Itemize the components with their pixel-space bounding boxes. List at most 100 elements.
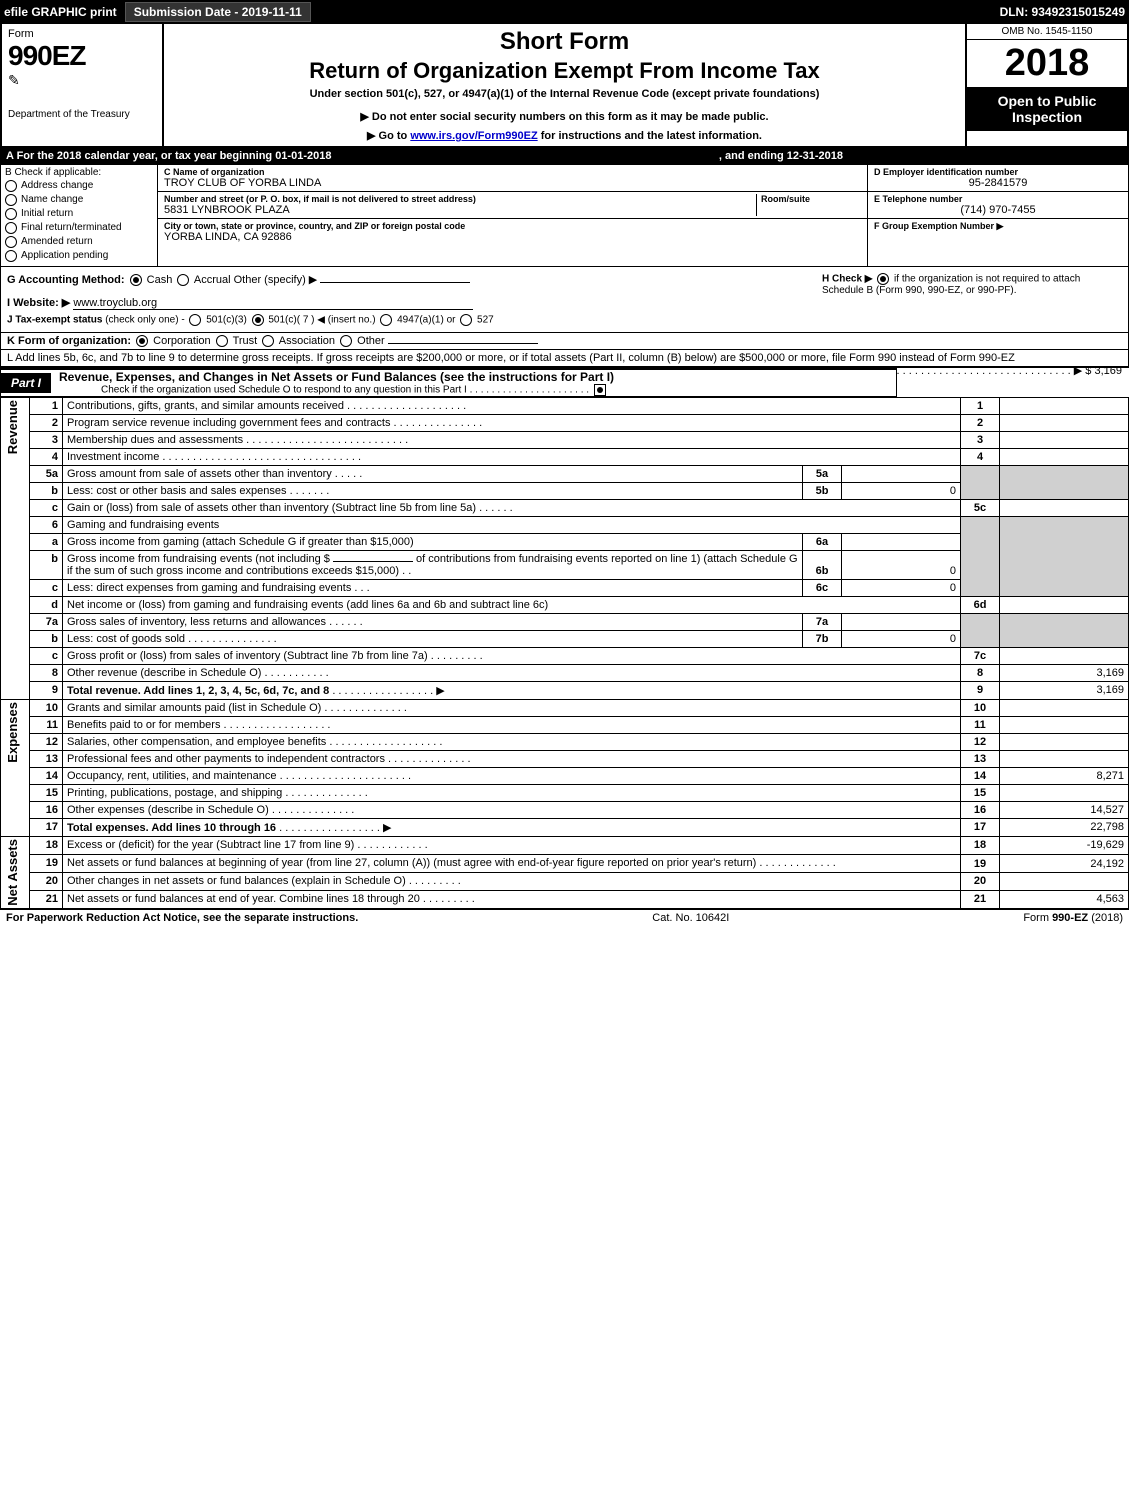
c-city-label: City or town, state or province, country…: [164, 221, 861, 231]
submission-date: Submission Date - 2019-11-11: [125, 2, 311, 22]
line-8-num: 8: [30, 665, 63, 682]
line-18-val: -19,629: [1000, 837, 1129, 855]
netassets-side-label: Net Assets: [5, 839, 20, 906]
footer-cat: Cat. No. 10642I: [358, 912, 1023, 924]
line-7a-bval: [842, 614, 961, 631]
line-8-desc: Other revenue (describe in Schedule O): [67, 667, 261, 679]
line-7a-desc: Gross sales of inventory, less returns a…: [67, 616, 326, 628]
line-10-val: [1000, 700, 1129, 717]
form-word: Form: [8, 28, 156, 40]
chk-application-pending[interactable]: Application pending: [5, 250, 153, 262]
section-l: L Add lines 5b, 6c, and 7b to line 9 to …: [0, 350, 1129, 368]
radio-corp[interactable]: [136, 335, 148, 347]
title-main: Return of Organization Exempt From Incom…: [170, 58, 959, 84]
line-7c-desc: Gross profit or (loss) from sales of inv…: [67, 650, 428, 662]
i-label: I Website: ▶: [7, 297, 70, 309]
line-4-num: 4: [30, 449, 63, 466]
line-20-col: 20: [961, 873, 1000, 891]
dln-label: DLN: 93492315015249: [1000, 5, 1125, 19]
header-center: Short Form Return of Organization Exempt…: [164, 24, 965, 146]
gh-block: G Accounting Method: Cash Accrual Other …: [0, 267, 1129, 333]
line-5c-num: c: [30, 500, 63, 517]
radio-4947[interactable]: [380, 314, 392, 326]
org-city: YORBA LINDA, CA 92886: [164, 231, 861, 243]
chk-final-return[interactable]: Final return/terminated: [5, 222, 153, 234]
line-6b-num: b: [30, 551, 63, 580]
line-21-desc: Net assets or fund balances at end of ye…: [67, 893, 420, 905]
line-4-col: 4: [961, 449, 1000, 466]
line-18-desc: Excess or (deficit) for the year (Subtra…: [67, 839, 354, 851]
line-9-num: 9: [30, 682, 63, 700]
line-7c-val: [1000, 648, 1129, 665]
open-public-label: Open to Public Inspection: [967, 87, 1127, 131]
line-14-num: 14: [30, 768, 63, 785]
chk-initial-return[interactable]: Initial return: [5, 208, 153, 220]
line-21-col: 21: [961, 890, 1000, 908]
line-17-desc: Total expenses. Add lines 10 through 16: [67, 822, 276, 834]
line-1-desc: Contributions, gifts, grants, and simila…: [67, 400, 344, 412]
line-13-num: 13: [30, 751, 63, 768]
line-14-val: 8,271: [1000, 768, 1129, 785]
line-19-num: 19: [30, 855, 63, 873]
line-21-val: 4,563: [1000, 890, 1129, 908]
chk-address-change[interactable]: Address change: [5, 180, 153, 192]
form-number: 990EZ: [8, 40, 156, 72]
line-6a-box: 6a: [803, 534, 842, 551]
section-k: K Form of organization: Corporation Trus…: [0, 333, 1129, 350]
line-16-num: 16: [30, 802, 63, 819]
radio-527[interactable]: [460, 314, 472, 326]
line-2-desc: Program service revenue including govern…: [67, 417, 390, 429]
line-19-val: 24,192: [1000, 855, 1129, 873]
irs-link[interactable]: www.irs.gov/Form990EZ: [410, 130, 537, 142]
line-6b-desc1: Gross income from fundraising events (no…: [67, 553, 330, 565]
line-10-col: 10: [961, 700, 1000, 717]
radio-trust[interactable]: [216, 335, 228, 347]
line-3-val: [1000, 432, 1129, 449]
chk-amended[interactable]: Amended return: [5, 236, 153, 248]
line-12-desc: Salaries, other compensation, and employ…: [67, 736, 326, 748]
line-18-num: 18: [30, 837, 63, 855]
line-21-num: 21: [30, 890, 63, 908]
subtitle-ssn: ▶ Do not enter social security numbers o…: [170, 110, 959, 123]
line-13-desc: Professional fees and other payments to …: [67, 753, 385, 765]
line-1-num: 1: [30, 398, 63, 415]
line-16-desc: Other expenses (describe in Schedule O): [67, 804, 269, 816]
b-check-label: B Check if applicable:: [5, 167, 153, 178]
radio-501c[interactable]: [252, 314, 264, 326]
line-11-num: 11: [30, 717, 63, 734]
chk-name-change[interactable]: Name change: [5, 194, 153, 206]
ein-value: 95-2841579: [874, 177, 1122, 189]
line-5b-box: 5b: [803, 483, 842, 500]
radio-accrual[interactable]: [177, 274, 189, 286]
radio-cash[interactable]: [130, 274, 142, 286]
line-9-col: 9: [961, 682, 1000, 700]
line-5c-col: 5c: [961, 500, 1000, 517]
period-begin: A For the 2018 calendar year, or tax yea…: [6, 150, 331, 162]
line-5a-bval: [842, 466, 961, 483]
chk-schedule-o[interactable]: [594, 384, 606, 396]
radio-assoc[interactable]: [262, 335, 274, 347]
part1-table: Revenue 1 Contributions, gifts, grants, …: [0, 397, 1129, 909]
line-6c-desc: Less: direct expenses from gaming and fu…: [67, 582, 351, 594]
line-12-num: 12: [30, 734, 63, 751]
line-20-num: 20: [30, 873, 63, 891]
line-19-col: 19: [961, 855, 1000, 873]
line-16-val: 14,527: [1000, 802, 1129, 819]
radio-h-check[interactable]: [877, 273, 889, 285]
line-6b-box: 6b: [803, 551, 842, 580]
radio-501c3[interactable]: [189, 314, 201, 326]
section-h: H Check ▶ if the organization is not req…: [816, 267, 1128, 332]
line-6d-col: 6d: [961, 597, 1000, 614]
line-5b-desc: Less: cost or other basis and sales expe…: [67, 485, 287, 497]
line-2-col: 2: [961, 415, 1000, 432]
line-6b-bval: 0: [842, 551, 961, 580]
c-name-label: C Name of organization: [164, 167, 861, 177]
line-12-col: 12: [961, 734, 1000, 751]
line-1-val: [1000, 398, 1129, 415]
d-label: D Employer identification number: [874, 167, 1122, 177]
radio-other[interactable]: [340, 335, 352, 347]
line-18-col: 18: [961, 837, 1000, 855]
line-5c-desc: Gain or (loss) from sale of assets other…: [67, 502, 476, 514]
line-6c-num: c: [30, 580, 63, 597]
line-6d-num: d: [30, 597, 63, 614]
